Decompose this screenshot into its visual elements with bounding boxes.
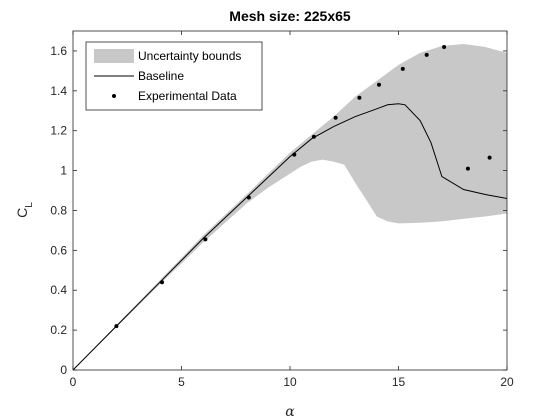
y-tick-label-8: 1.6 [50,44,67,58]
experimental-point-5 [312,135,316,139]
experimental-point-0 [114,324,118,328]
experimental-point-7 [357,96,361,100]
experimental-point-10 [425,53,429,57]
x-tick-label-3: 15 [392,375,406,389]
y-tick-label-5: 1 [60,164,67,178]
legend-label-0: Uncertainty bounds [138,49,241,63]
y-axis-label-main: C [14,208,30,218]
x-tick-label-4: 20 [500,375,514,389]
experimental-point-8 [377,83,381,87]
x-tick-label-1: 5 [178,375,185,389]
experimental-point-4 [292,153,296,157]
x-tick-label-2: 10 [283,375,297,389]
y-tick-label-1: 0.2 [50,323,67,337]
y-tick-label-2: 0.4 [50,283,67,297]
y-tick-label-4: 0.8 [50,203,67,217]
x-tick-label-0: 0 [70,375,77,389]
y-tick-label-0: 0 [60,363,67,377]
y-tick-label-3: 0.6 [50,243,67,257]
experimental-point-1 [160,280,164,284]
experimental-point-11 [442,45,446,49]
y-tick-label-6: 1.2 [50,124,67,138]
experimental-point-3 [247,196,251,200]
experimental-point-6 [334,116,338,120]
experimental-point-13 [488,156,492,160]
experimental-point-9 [401,67,405,71]
legend-swatch-marker [112,94,116,98]
y-axis-label-subscript: L [24,202,35,208]
legend: Uncertainty bounds Baseline Experimental D… [86,42,262,110]
experimental-point-2 [203,237,207,241]
legend-label-2: Experimental Data [138,89,237,103]
y-tick-label-7: 1.4 [50,84,67,98]
chart-title: Mesh size: 225x65 [229,8,351,24]
experimental-point-12 [466,167,470,171]
legend-label-1: Baseline [138,69,184,83]
legend-swatch-band [94,49,134,63]
x-axis-label: α [285,404,295,420]
